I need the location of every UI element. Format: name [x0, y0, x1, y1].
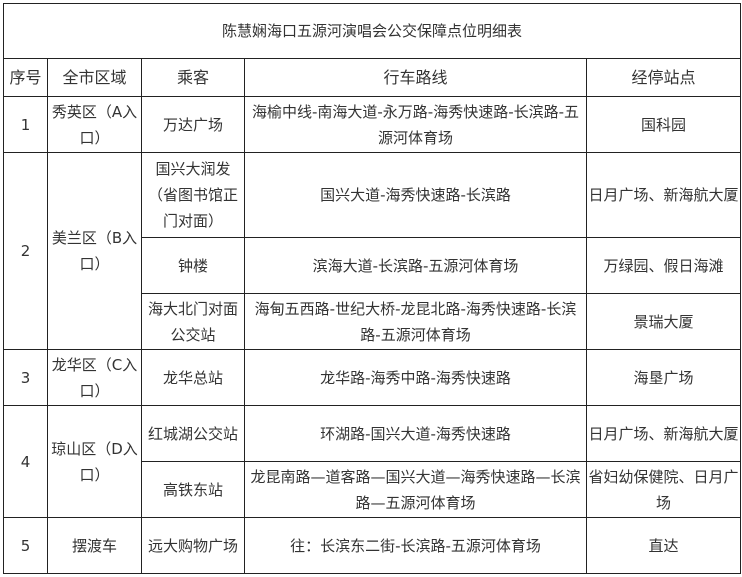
row-no: 5	[3, 517, 48, 574]
row-route: 龙华路-海秀中路-海秀快速路	[244, 349, 587, 406]
row-stops: 万绿园、假日海滩	[585, 237, 742, 294]
row-route: 环湖路-国兴大道-海秀快速路	[244, 405, 587, 462]
row-no: 3	[3, 349, 48, 406]
table-row: 1 秀英区（A入口） 万达广场 海榆中线-南海大道-永万路-海秀快速路-长滨路-…	[3, 96, 742, 153]
header-passenger: 乘客	[141, 58, 245, 97]
row-area: 摆渡车	[47, 517, 142, 574]
row-stops: 国科园	[585, 96, 742, 153]
header-no: 序号	[3, 58, 48, 97]
row-stops: 海垦广场	[585, 349, 742, 406]
row-stops: 直达	[585, 517, 742, 574]
table-row: 钟楼 滨海大道-长滨路-五源河体育场 万绿园、假日海滩	[4, 237, 742, 294]
row-no: 2	[3, 152, 48, 350]
row-passenger: 高铁东站	[141, 461, 245, 518]
header-area: 全市区域	[47, 58, 142, 97]
table-title: 陈慧娴海口五源河演唱会公交保障点位明细表	[2, 3, 742, 59]
row-passenger: 国兴大润发 （省图书馆正门对面）	[141, 152, 261, 238]
table-row: 高铁东站 龙昆南路—道客路—国兴大道—海秀快速路—长滨路—五源河体育场 省妇幼保…	[4, 461, 742, 518]
table-row: 4 琼山区（D入口） 红城湖公交站 环湖路-国兴大道-海秀快速路 日月广场、新海…	[3, 405, 742, 518]
row-passenger: 万达广场	[141, 96, 245, 153]
row-route: 海甸五西路-世纪大桥-龙昆北路-海秀快速路-长滨路-五源河体育场	[244, 293, 587, 350]
table-row: 5 摆渡车 远大购物广场 往：长滨东二街-长滨路-五源河体育场 直达	[3, 517, 742, 574]
row-route: 滨海大道-长滨路-五源河体育场	[244, 237, 587, 294]
header-stops: 经停站点	[585, 58, 742, 97]
row-passenger: 钟楼	[141, 237, 245, 294]
row-route: 国兴大道-海秀快速路-长滨路	[244, 152, 587, 238]
header-row: 序号 全市区域 乘客 行车路线 经停站点	[3, 58, 742, 97]
row-area: 美兰区（B入口）	[47, 152, 142, 350]
row-stops: 景瑞大厦	[585, 293, 742, 350]
table-row: 2 美兰区（B入口） 国兴大润发 （省图书馆正门对面） 国兴大道-海秀快速路-长…	[3, 152, 742, 350]
header-route: 行车路线	[244, 58, 587, 97]
row-area: 龙华区（C入口）	[47, 349, 142, 406]
row-no: 1	[3, 96, 48, 153]
row-passenger: 红城湖公交站	[141, 405, 245, 462]
bus-schedule-table: 陈慧娴海口五源河演唱会公交保障点位明细表 序号 全市区域 乘客 行车路线 经停站…	[2, 3, 742, 574]
row-passenger: 海大北门对面公交站	[141, 293, 245, 350]
row-route: 海榆中线-南海大道-永万路-海秀快速路-长滨路-五源河体育场	[244, 96, 587, 153]
row-area: 秀英区（A入口）	[47, 96, 142, 153]
row-route: 往：长滨东二街-长滨路-五源河体育场	[244, 517, 587, 574]
table-row: 3 龙华区（C入口） 龙华总站 龙华路-海秀中路-海秀快速路 海垦广场	[3, 349, 742, 406]
row-no: 4	[3, 405, 48, 518]
row-area: 琼山区（D入口）	[47, 405, 142, 518]
table-row: 海大北门对面公交站 海甸五西路-世纪大桥-龙昆北路-海秀快速路-长滨路-五源河体…	[4, 293, 742, 350]
row-stops: 省妇幼保健院、日月广场	[585, 461, 742, 518]
row-stops: 日月广场、新海航大厦	[585, 405, 742, 462]
row-passenger: 远大购物广场	[141, 517, 245, 574]
row-stops: 日月广场、新海航大厦	[585, 152, 742, 238]
row-passenger: 龙华总站	[141, 349, 245, 406]
row-route: 龙昆南路—道客路—国兴大道—海秀快速路—长滨路—五源河体育场	[244, 461, 587, 518]
